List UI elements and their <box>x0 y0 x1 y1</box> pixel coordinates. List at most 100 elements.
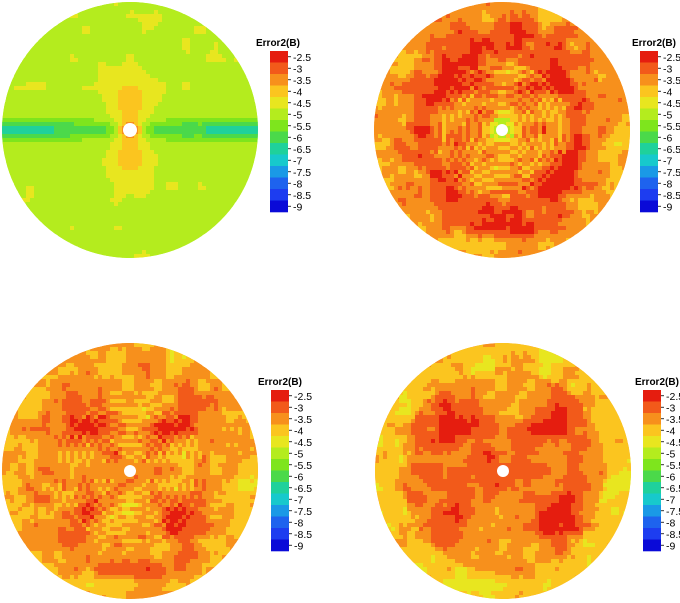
contour-cell <box>166 218 171 223</box>
contour-cell <box>222 50 227 55</box>
contour-cell <box>98 162 103 167</box>
contour-cell <box>106 2 111 7</box>
contour-cell <box>198 98 203 103</box>
contour-cell <box>598 98 603 103</box>
contour-cell <box>418 114 423 119</box>
contour-cell <box>250 126 255 131</box>
contour-cell <box>162 218 167 223</box>
contour-cell <box>14 114 19 119</box>
contour-cell <box>18 146 23 151</box>
contour-cell <box>550 78 555 83</box>
contour-cell <box>126 78 131 83</box>
contour-cell <box>582 66 587 71</box>
contour-cell <box>126 42 131 47</box>
contour-cell <box>150 70 155 75</box>
contour-cell <box>114 238 119 243</box>
contour-cell <box>134 110 139 115</box>
contour-cell <box>146 246 151 251</box>
contour-cell <box>206 114 211 119</box>
contour-cell <box>546 62 551 67</box>
contour-cell <box>58 222 63 227</box>
contour-cell <box>86 90 91 95</box>
contour-cell <box>58 70 63 75</box>
contour-cell <box>378 86 383 91</box>
contour-cell <box>142 158 147 163</box>
contour-cell <box>502 70 507 75</box>
contour-cell <box>170 118 175 123</box>
contour-cell <box>526 82 531 87</box>
contour-cell <box>58 26 63 31</box>
contour-cell <box>186 182 191 187</box>
contour-cell <box>118 206 123 211</box>
contour-cell <box>386 126 391 131</box>
contour-cell <box>430 126 435 131</box>
contour-cell <box>454 42 459 47</box>
contour-cell <box>150 206 155 211</box>
contour-cell <box>22 138 27 143</box>
contour-cell <box>86 98 91 103</box>
contour-cell <box>566 18 571 23</box>
contour-cell <box>194 178 199 183</box>
contour-cell <box>134 22 139 27</box>
contour-cell <box>106 126 111 131</box>
contour-cell <box>574 106 579 111</box>
contour-cell <box>398 50 403 55</box>
contour-cell <box>558 82 563 87</box>
contour-cell <box>582 90 587 95</box>
contour-cell <box>554 46 559 51</box>
contour-cell <box>150 110 155 115</box>
contour-cell <box>114 42 119 47</box>
contour-cell <box>578 126 583 131</box>
contour-cell <box>206 210 211 215</box>
contour-cell <box>142 50 147 55</box>
contour-cell <box>610 90 615 95</box>
contour-cell <box>470 106 475 111</box>
contour-cell <box>202 138 207 143</box>
contour-cell <box>106 66 111 71</box>
contour-cell <box>414 74 419 79</box>
contour-cell <box>382 86 387 91</box>
contour-cell <box>70 142 75 147</box>
contour-cell <box>122 150 127 155</box>
contour-cell <box>110 70 115 75</box>
contour-cell <box>138 42 143 47</box>
contour-cell <box>94 66 99 71</box>
contour-cell <box>86 146 91 151</box>
contour-cell <box>102 146 107 151</box>
contour-cell <box>178 222 183 227</box>
contour-cell <box>34 206 39 211</box>
contour-cell <box>390 90 395 95</box>
contour-cell <box>238 150 243 155</box>
contour-cell <box>198 54 203 59</box>
contour-cell <box>166 66 171 71</box>
contour-cell <box>94 234 99 239</box>
contour-cell <box>230 182 235 187</box>
contour-cell <box>174 238 179 243</box>
contour-cell <box>494 46 499 51</box>
contour-cell <box>146 42 151 47</box>
contour-cell <box>42 102 47 107</box>
contour-cell <box>194 190 199 195</box>
contour-cell <box>402 102 407 107</box>
contour-cell <box>526 70 531 75</box>
contour-cell <box>130 34 135 39</box>
contour-cell <box>34 162 39 167</box>
contour-cell <box>422 118 427 123</box>
contour-cell <box>186 54 191 59</box>
contour-cell <box>134 142 139 147</box>
contour-cell <box>154 226 159 231</box>
contour-cell <box>50 158 55 163</box>
contour-cell <box>410 74 415 79</box>
contour-cell <box>142 166 147 171</box>
contour-cell <box>174 94 179 99</box>
contour-cell <box>390 82 395 87</box>
contour-cell <box>386 110 391 115</box>
contour-cell <box>162 230 167 235</box>
contour-cell <box>506 22 511 27</box>
contour-cell <box>170 90 175 95</box>
contour-cell <box>554 126 559 131</box>
contour-cell <box>70 34 75 39</box>
contour-cell <box>114 210 119 215</box>
contour-cell <box>182 66 187 71</box>
contour-cell <box>398 74 403 79</box>
